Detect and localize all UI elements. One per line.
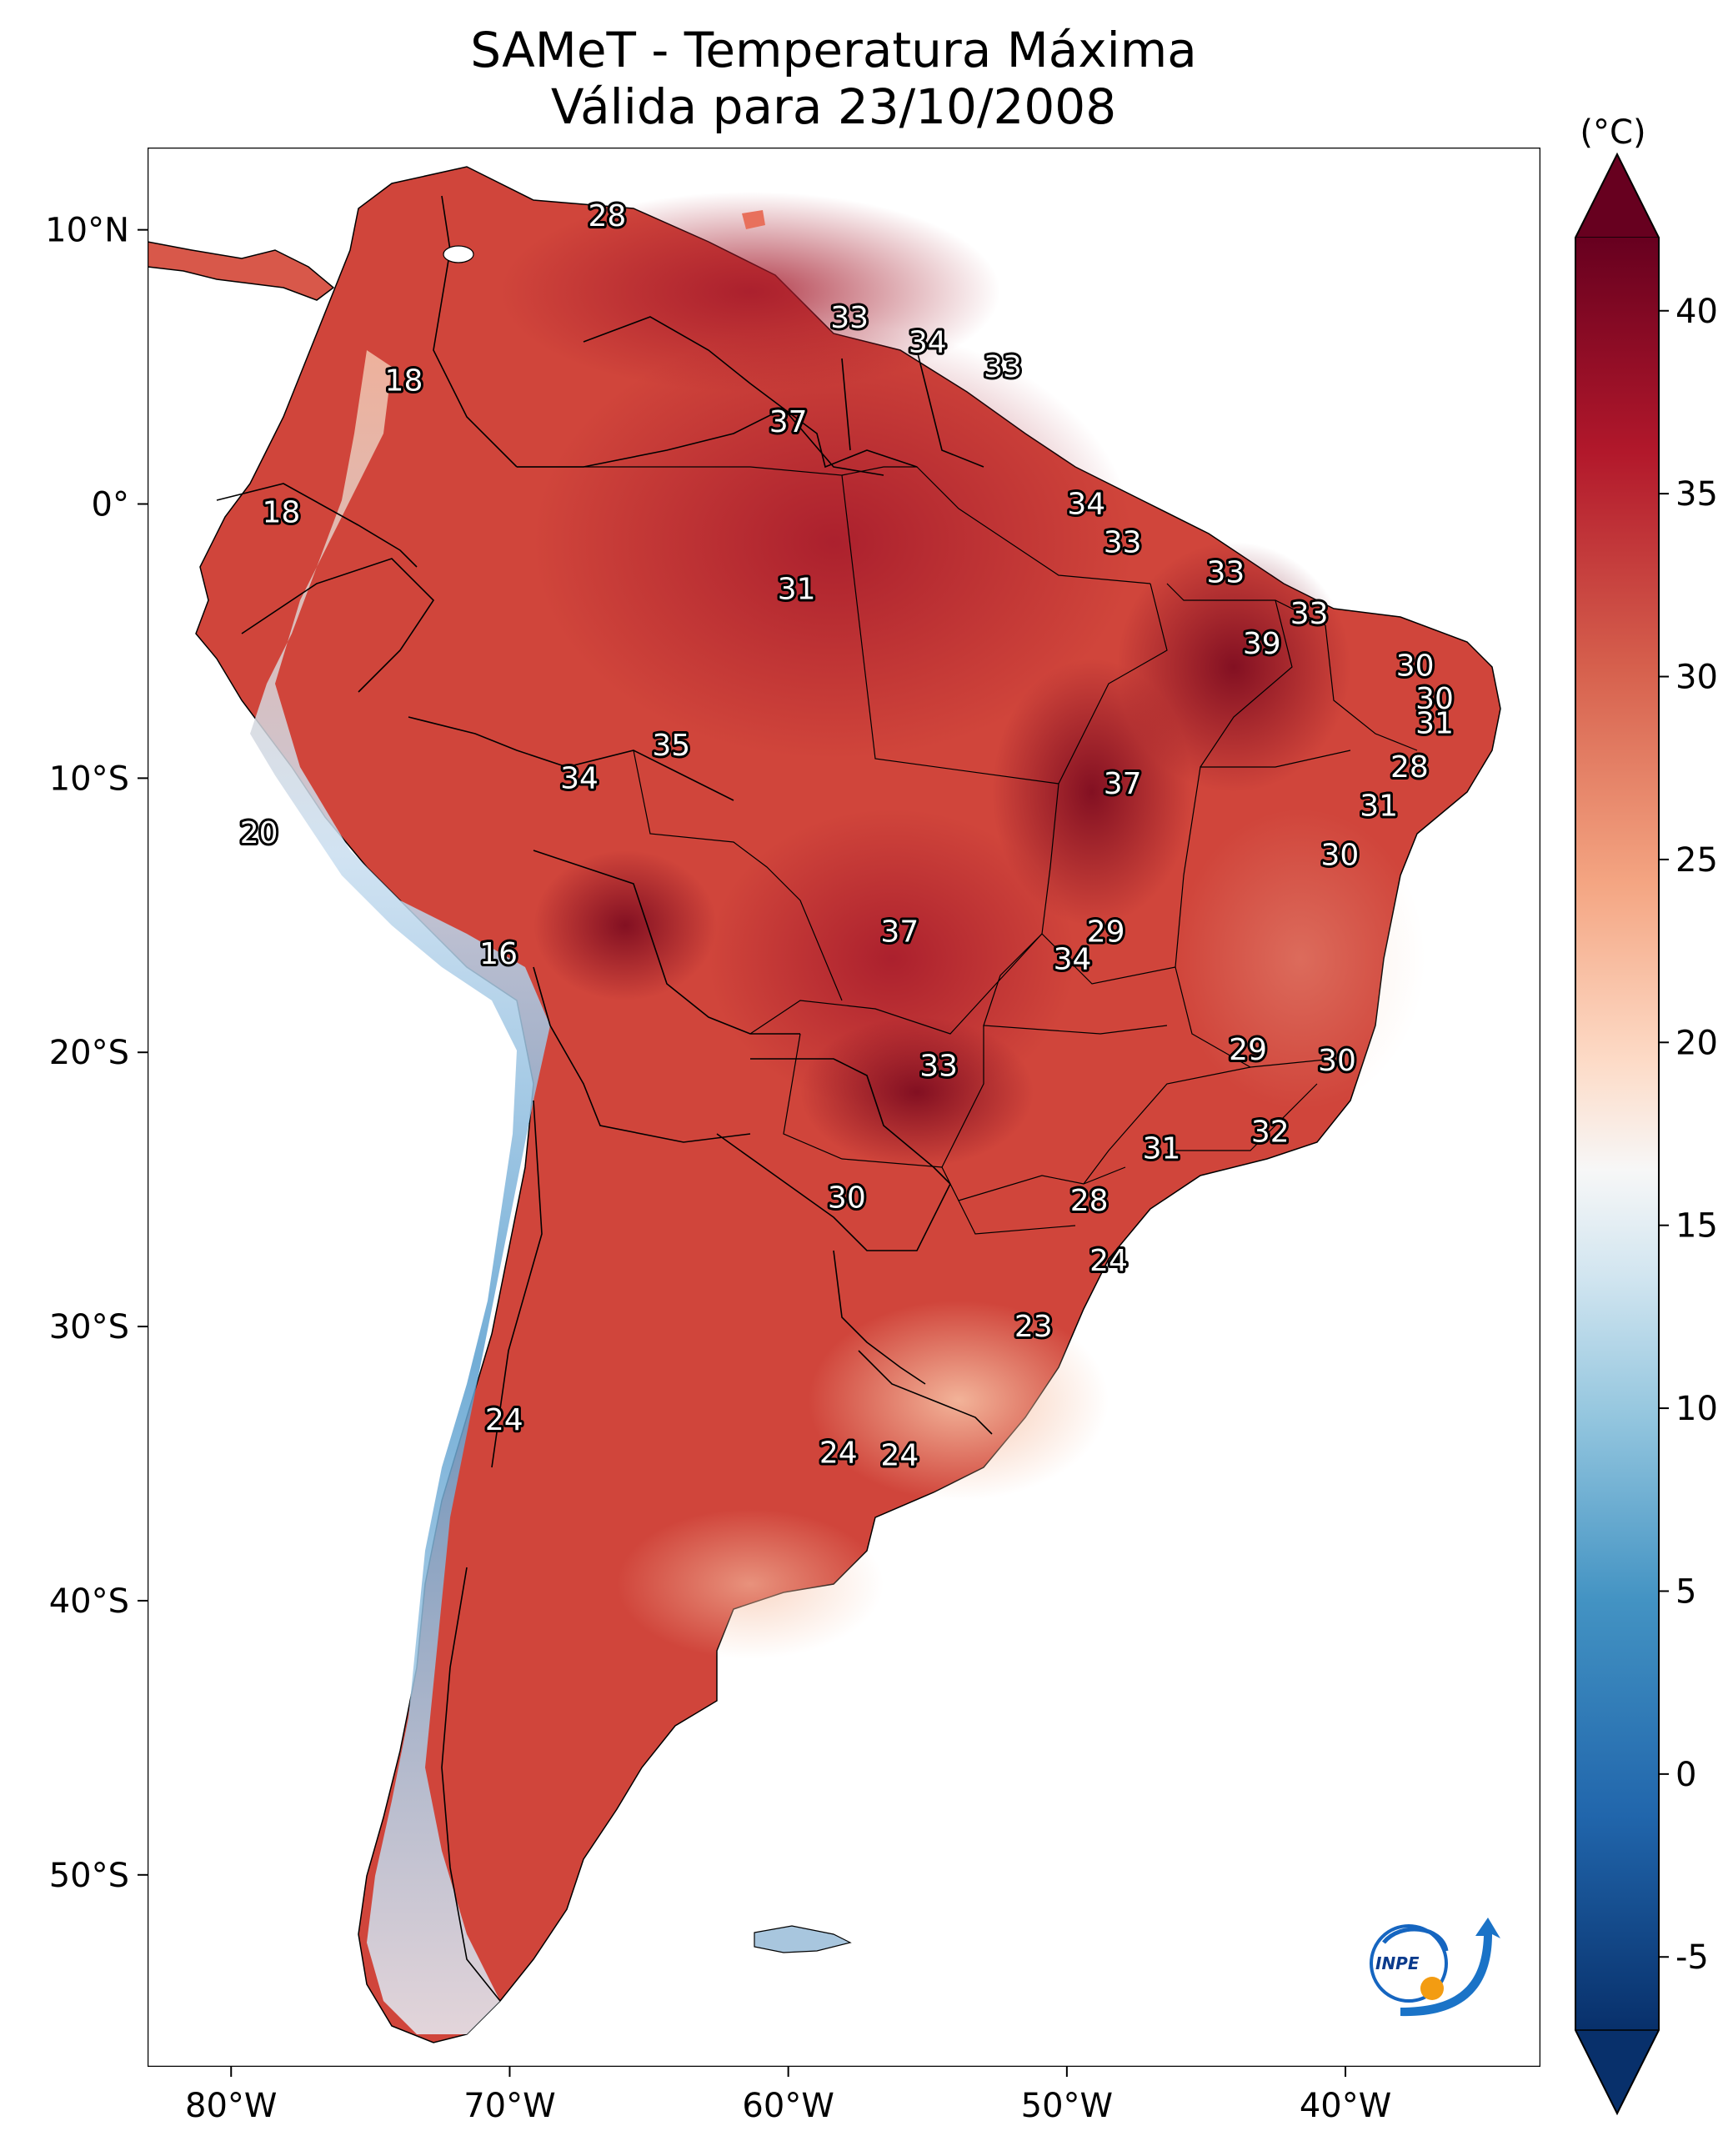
colorbar-tick-label: 10 (1675, 1390, 1718, 1428)
lon-tick-label: 80°W (185, 2087, 277, 2125)
lon-tick-label: 70°W (463, 2087, 555, 2125)
station-value-label: 31 (1143, 1131, 1181, 1166)
station-value-label: 33 (919, 1050, 958, 1084)
station-value-label: 24 (880, 1439, 919, 1473)
colorbar-tick-label: 35 (1675, 475, 1718, 514)
station-value-label: 30 (828, 1181, 866, 1216)
station-value-label: 29 (1229, 1033, 1267, 1067)
station-value-label: 37 (1104, 767, 1142, 801)
colorbar-tick-label: 5 (1675, 1572, 1696, 1611)
central-america-land (148, 241, 335, 301)
colorbar-tick-label: -5 (1675, 1938, 1709, 1977)
colorbar-tick-label: 40 (1675, 293, 1718, 331)
map-title: SAMeT - Temperatura Máxima (470, 22, 1197, 78)
station-value-label: 34 (909, 325, 947, 359)
lake-maracaibo (443, 245, 474, 263)
map-subtitle: Válida para 23/10/2008 (551, 78, 1116, 135)
country-borders (216, 195, 993, 2002)
falkland-islands (754, 1925, 852, 1953)
station-value-label: 18 (385, 364, 423, 399)
station-value-label: 33 (830, 301, 869, 335)
lat-tick-label: 50°S (49, 1857, 129, 1895)
axis-ticks-layer: 80°W 70°W 60°W 50°W 40°W 10°N 0° 10°S 20°S 30°S 40… (45, 212, 1391, 2125)
colorbar-ramp (1575, 238, 1659, 2030)
logo-arrow-swoosh (1400, 1918, 1500, 2017)
lat-tick-label: 10°N (45, 212, 129, 250)
colorbar-tick-label: 0 (1675, 1756, 1696, 1794)
station-value-label: 30 (1396, 649, 1435, 684)
station-value-label: 28 (1390, 750, 1429, 785)
station-value-label: 24 (819, 1436, 858, 1470)
state-borders (517, 466, 1418, 1235)
colorbar-min-arrow (1574, 2029, 1660, 2115)
station-value-label: 33 (1206, 556, 1245, 590)
station-value-label: 23 (1014, 1310, 1053, 1344)
station-value-label: 29 (1087, 915, 1125, 950)
colorbar-max-arrow (1574, 153, 1660, 238)
lon-tick-label: 50°W (1021, 2087, 1113, 2125)
station-value-label: 34 (560, 761, 599, 795)
colorbar-outline (1575, 152, 1660, 2116)
station-value-label: 39 (1243, 627, 1281, 661)
station-value-label: 30 (1415, 682, 1454, 716)
station-value-label: 37 (880, 915, 919, 950)
lat-tick-label: 0° (92, 486, 129, 524)
station-value-label: 37 (769, 405, 808, 439)
logo-text: INPE (1375, 1953, 1420, 1973)
station-value-label: 34 (1067, 488, 1105, 522)
station-labels-layer: 2818182016243334333734333333393130303128… (238, 197, 1456, 1475)
station-value-label: 20 (240, 816, 278, 850)
station-value-label: 33 (1104, 526, 1142, 560)
colorbar: (°C) 40 35 30 25 20 15 10 5 0 -5 (1574, 113, 1718, 2116)
station-value-label: 18 (263, 495, 301, 529)
lon-tick-label: 40°W (1300, 2087, 1391, 2125)
station-value-label: 31 (778, 572, 816, 606)
colorbar-tick-label: 30 (1675, 659, 1718, 697)
inpe-logo: INPE (1370, 1918, 1500, 2017)
lon-tick-label: 60°W (742, 2087, 834, 2125)
logo-sun-dot (1420, 1977, 1444, 2000)
colorbar-unit-label: (°C) (1580, 113, 1645, 152)
station-value-label: 31 (1415, 707, 1454, 741)
station-value-label: 32 (1251, 1116, 1290, 1150)
lat-tick-label: 10°S (49, 760, 129, 798)
station-value-label: 33 (1290, 597, 1329, 631)
station-value-label: 33 (984, 350, 1022, 384)
station-value-label: 35 (652, 729, 690, 763)
lat-tick-label: 40°S (49, 1582, 129, 1621)
logo-orbit (1370, 1924, 1448, 2003)
station-value-label: 28 (589, 199, 627, 233)
lat-tick-label: 30°S (49, 1308, 129, 1346)
station-value-label: 16 (479, 937, 518, 971)
colorbar-tick-label: 15 (1675, 1207, 1718, 1246)
colorbar-tick-label: 25 (1675, 841, 1718, 880)
station-value-label: 34 (1054, 942, 1092, 976)
station-value-label: 30 (1320, 838, 1359, 872)
trinidad-island (742, 210, 765, 229)
station-value-label: 28 (1070, 1184, 1109, 1218)
lat-tick-label: 20°S (49, 1034, 129, 1072)
station-value-label: 30 (1318, 1044, 1356, 1078)
colorbar-tick-label: 20 (1675, 1024, 1718, 1062)
map-area: 2818182016243334333734333333393130303128… (148, 148, 1540, 2067)
colorbar-ticks: 40 35 30 25 20 15 10 5 0 -5 (1659, 293, 1718, 1977)
station-value-label: 31 (1360, 789, 1398, 823)
station-value-label: 24 (1089, 1244, 1128, 1278)
station-value-label: 24 (485, 1403, 523, 1437)
